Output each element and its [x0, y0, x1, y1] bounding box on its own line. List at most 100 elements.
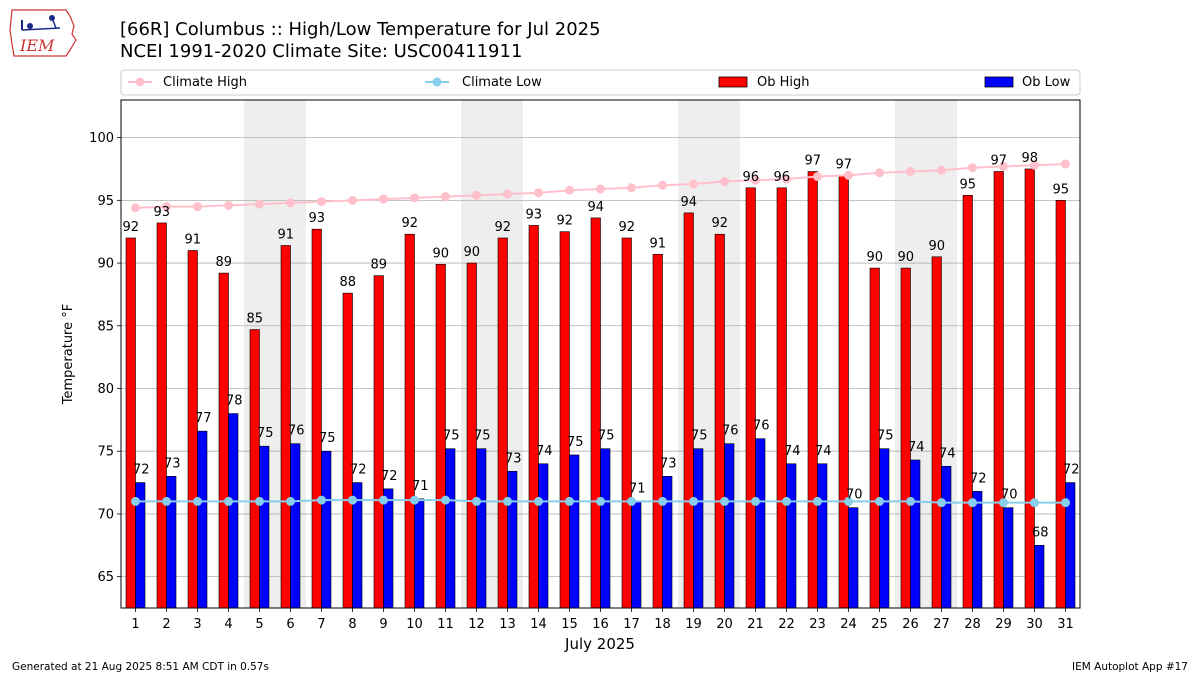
- ob-high-bar: [187, 250, 198, 609]
- x-tick-label: 16: [592, 617, 609, 632]
- climate-low-point: [503, 496, 512, 506]
- ob-high-bar: [590, 217, 601, 609]
- climate-high-point: [472, 190, 481, 200]
- ob-low-label: 74: [536, 444, 553, 459]
- ob-low-bar: [166, 475, 177, 609]
- climate-high-point: [813, 172, 822, 182]
- ob-high-label: 91: [184, 233, 201, 248]
- y-tick-label: 100: [89, 131, 114, 146]
- climate-low-point: [844, 496, 853, 506]
- x-tick-label: 25: [871, 617, 888, 632]
- y-tick-label: 75: [97, 445, 114, 460]
- chart-title: [66R] Columbus :: High/Low Temperature f…: [120, 19, 601, 40]
- footer-generated: Generated at 21 Aug 2025 8:51 AM CDT in …: [12, 661, 269, 673]
- ob-low-label: 78: [226, 394, 243, 409]
- x-tick-label: 12: [468, 617, 485, 632]
- ob-low-bar: [1034, 544, 1045, 609]
- ob-high-bar: [1055, 200, 1066, 609]
- climate-high-point: [286, 198, 295, 208]
- x-tick-label: 14: [530, 617, 547, 632]
- ob-high-bar: [497, 237, 508, 609]
- legend-label: Ob Low: [1022, 75, 1071, 90]
- ob-high-bar: [528, 225, 539, 609]
- ob-low-label: 75: [257, 426, 274, 441]
- ob-low-label: 72: [133, 463, 150, 478]
- climate-high-point: [193, 202, 202, 212]
- bar-labels: 92 72 93 73 91 77 89 78 85 75 91 76 93 75 88 72 89 72 92 71…: [122, 151, 1079, 540]
- x-tick-label: 18: [654, 617, 671, 632]
- climate-low-point: [317, 495, 326, 505]
- ob-high-label: 95: [959, 177, 976, 192]
- footer-app: IEM Autoplot App #17: [1072, 661, 1188, 673]
- climate-high-point: [689, 179, 698, 189]
- x-tick-label: 5: [255, 617, 263, 632]
- climate-high-point: [999, 161, 1008, 171]
- ob-low-label: 73: [660, 456, 677, 471]
- logo-text: IEM: [19, 36, 55, 55]
- x-tick-label: 30: [1026, 617, 1043, 632]
- ob-high-bar: [559, 231, 570, 609]
- ob-low-label: 70: [1001, 488, 1018, 503]
- climate-high-point: [565, 185, 574, 195]
- ob-low-bar: [600, 448, 611, 609]
- climate-low-point: [224, 496, 233, 506]
- ob-high-label: 93: [308, 211, 325, 226]
- climate-high-point: [596, 184, 605, 194]
- ob-high-bar: [745, 187, 756, 609]
- ob-low-bar: [879, 448, 890, 609]
- ob-low-bar: [662, 475, 673, 609]
- ob-low-bar: [476, 448, 487, 609]
- y-tick-label: 85: [97, 319, 114, 334]
- ob-high-bar: [683, 212, 694, 609]
- ob-high-bar: [373, 275, 384, 609]
- ob-high-bar: [218, 272, 229, 609]
- x-tick-label: 26: [902, 617, 919, 632]
- ob-high-label: 90: [432, 246, 449, 261]
- ob-high-label: 96: [742, 170, 759, 185]
- ob-high-label: 92: [494, 220, 511, 235]
- ob-low-label: 72: [350, 463, 367, 478]
- ob-high-label: 90: [463, 245, 480, 260]
- ob-high-label: 92: [556, 214, 573, 229]
- x-tick-label: 13: [499, 617, 516, 632]
- climate-low-point: [255, 496, 264, 506]
- ob-high-label: 94: [680, 195, 697, 210]
- ob-high-label: 88: [339, 275, 356, 290]
- ob-low-bar: [197, 430, 208, 609]
- ob-low-bar: [817, 463, 828, 609]
- ob-high-label: 97: [835, 157, 852, 172]
- ob-low-bar: [507, 470, 518, 609]
- ob-low-label: 75: [691, 429, 708, 444]
- ob-low-bar: [228, 413, 239, 609]
- ob-low-label: 75: [877, 429, 894, 444]
- climate-low-point: [193, 496, 202, 506]
- ob-high-bar: [807, 171, 818, 609]
- climate-high-point: [627, 183, 636, 193]
- climate-low-point: [689, 496, 698, 506]
- ob-high-label: 85: [246, 312, 263, 327]
- x-tick-label: 29: [995, 617, 1012, 632]
- climate-low-point: [906, 496, 915, 506]
- ob-low-label: 70: [846, 488, 863, 503]
- x-tick-label: 3: [193, 617, 201, 632]
- climate-low-point: [813, 496, 822, 506]
- ob-high-bar: [156, 222, 167, 609]
- x-tick-label: 24: [840, 617, 857, 632]
- ob-low-label: 76: [753, 419, 770, 434]
- x-axis-label: July 2025: [564, 635, 635, 653]
- climate-low-point: [751, 496, 760, 506]
- climate-high-point: [1061, 159, 1070, 169]
- climate-high-point: [224, 200, 233, 210]
- ob-low-label: 72: [381, 469, 398, 484]
- ob-low-label: 71: [412, 479, 429, 494]
- x-tick-label: 17: [623, 617, 640, 632]
- climate-low-point: [937, 498, 946, 508]
- x-tick-label: 6: [286, 617, 294, 632]
- climate-low-point: [596, 496, 605, 506]
- legend-climate-high: Climate High: [128, 75, 247, 90]
- climate-high-point: [379, 194, 388, 204]
- climate-high-point: [968, 163, 977, 173]
- ob-high-label: 92: [618, 220, 635, 235]
- climate-high-point: [255, 199, 264, 209]
